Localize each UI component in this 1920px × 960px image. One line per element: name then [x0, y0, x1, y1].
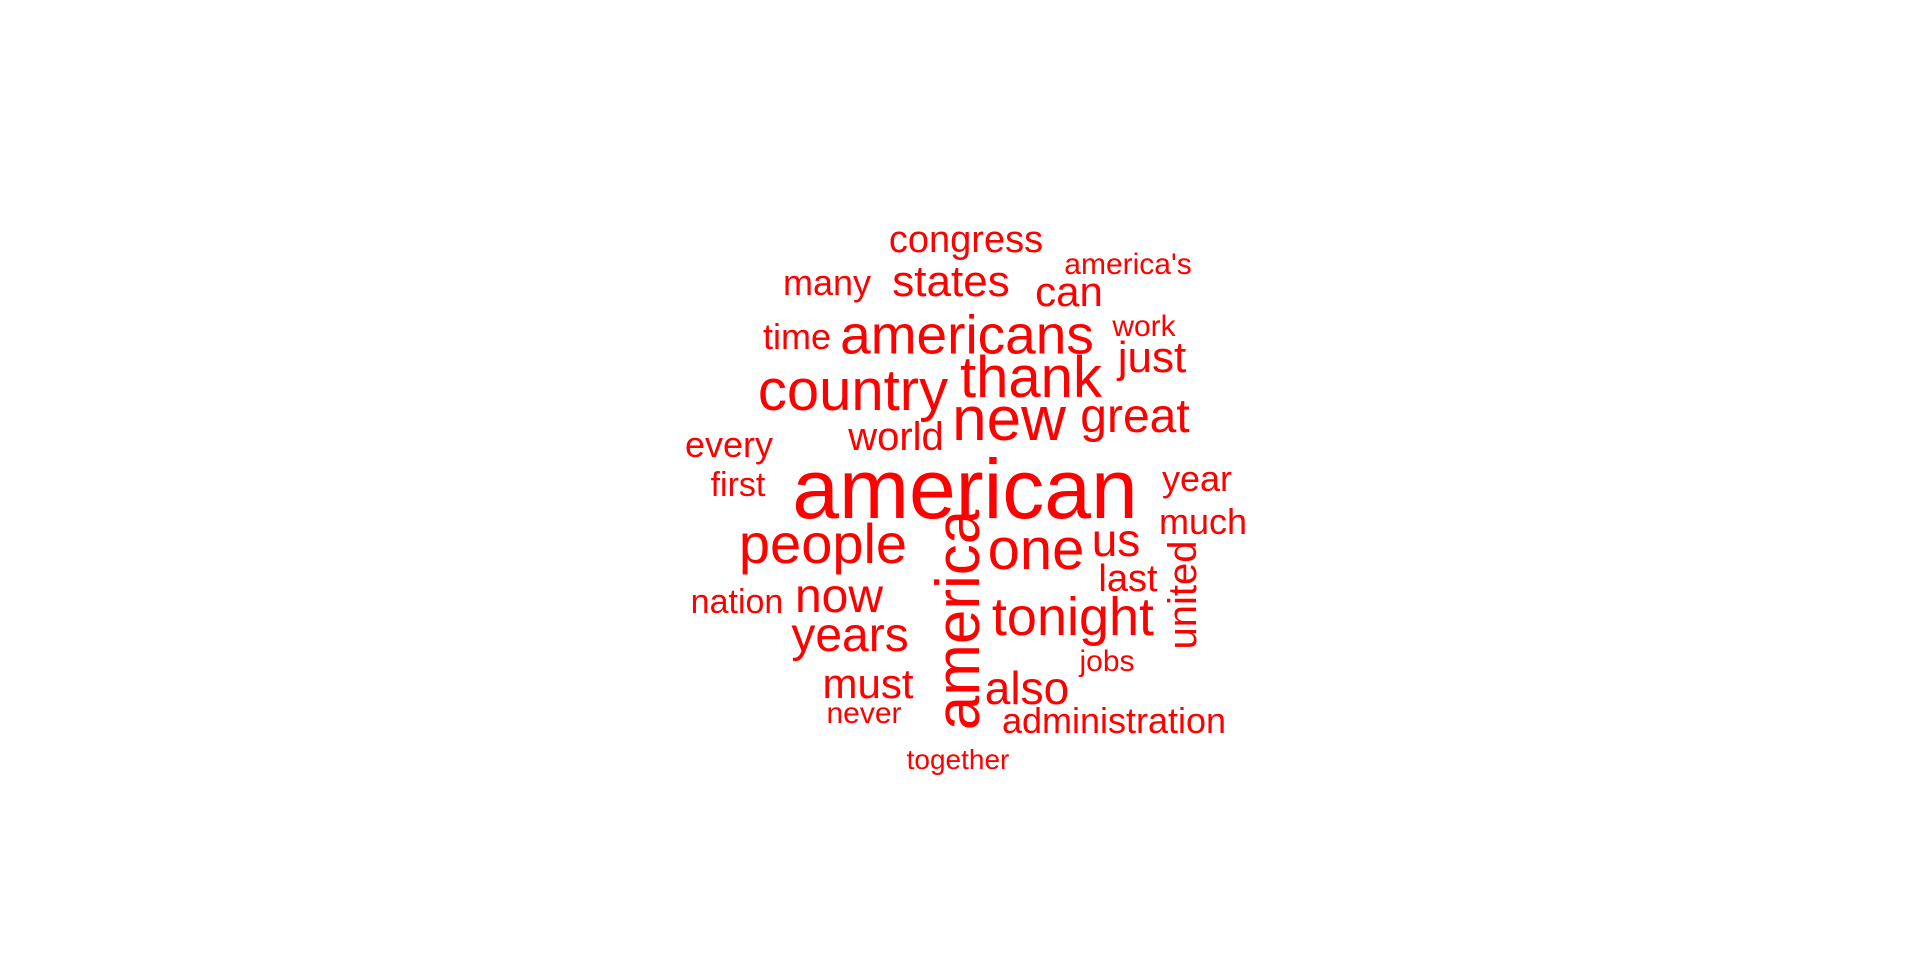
- word-americas: america's: [1064, 248, 1192, 281]
- word-one: one: [987, 517, 1085, 582]
- word-us: us: [1091, 514, 1141, 566]
- word-time: time: [762, 316, 832, 357]
- word-states: states: [892, 257, 1010, 306]
- word-must: must: [822, 660, 914, 707]
- word-first: first: [710, 466, 766, 504]
- word-much: much: [1158, 501, 1248, 542]
- word-administration: administration: [1001, 700, 1227, 741]
- word-last: last: [1098, 558, 1158, 600]
- word-american: american: [792, 442, 1138, 536]
- word-years: years: [791, 609, 909, 662]
- word-people: people: [738, 512, 908, 575]
- word-americans: americans: [840, 303, 1094, 366]
- word-now: now: [794, 570, 884, 623]
- word-just: just: [1117, 333, 1187, 382]
- word-jobs: jobs: [1079, 645, 1135, 678]
- word-every: every: [684, 424, 774, 465]
- word-tonight: tonight: [991, 587, 1155, 647]
- word-never: never: [826, 697, 902, 730]
- word-new: new: [952, 385, 1066, 454]
- word-great: great: [1080, 390, 1190, 443]
- word-work: work: [1112, 310, 1176, 343]
- word-can: can: [1035, 268, 1103, 315]
- word-together: together: [906, 744, 1010, 775]
- word-many: many: [782, 262, 872, 303]
- word-year: year: [1161, 458, 1233, 499]
- word-thank: thank: [960, 345, 1102, 410]
- word-united: united: [1161, 540, 1205, 650]
- word-world: world: [848, 415, 944, 459]
- word-country: country: [757, 358, 949, 423]
- word-nation: nation: [690, 583, 784, 621]
- word-america: america: [924, 509, 993, 731]
- word-congress: congress: [888, 219, 1044, 261]
- word-also: also: [984, 662, 1070, 714]
